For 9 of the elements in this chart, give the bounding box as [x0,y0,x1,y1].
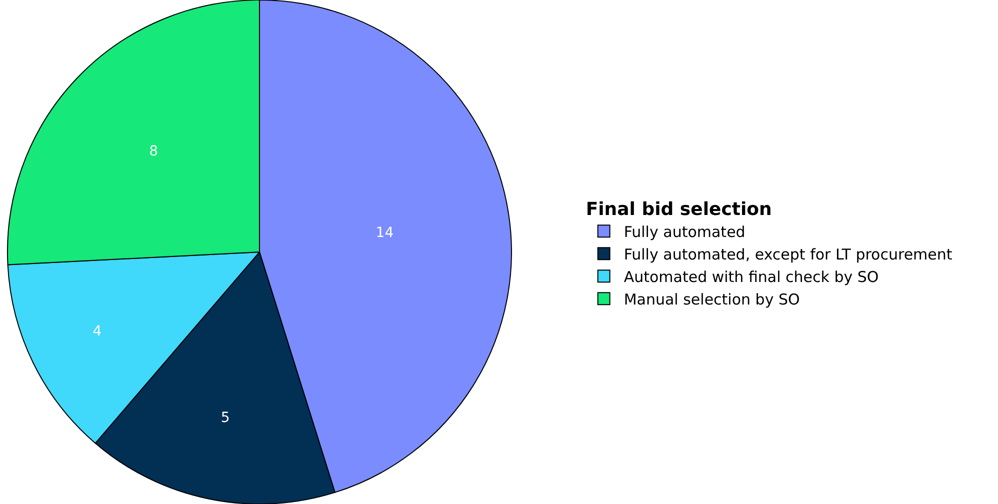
legend-label: Fully automated [624,223,746,242]
data-label: 4 [92,324,102,340]
data-label: 8 [149,143,158,160]
data-label: 14 [376,224,394,241]
legend-label: Automated with final check by SO [624,268,879,286]
legend-title: Final bid selection [586,198,772,220]
legend-label: Fully automated, except for LT procurement [624,246,952,264]
legend-label: Manual selection by SO [624,290,800,309]
data-label: 5 [220,410,230,426]
